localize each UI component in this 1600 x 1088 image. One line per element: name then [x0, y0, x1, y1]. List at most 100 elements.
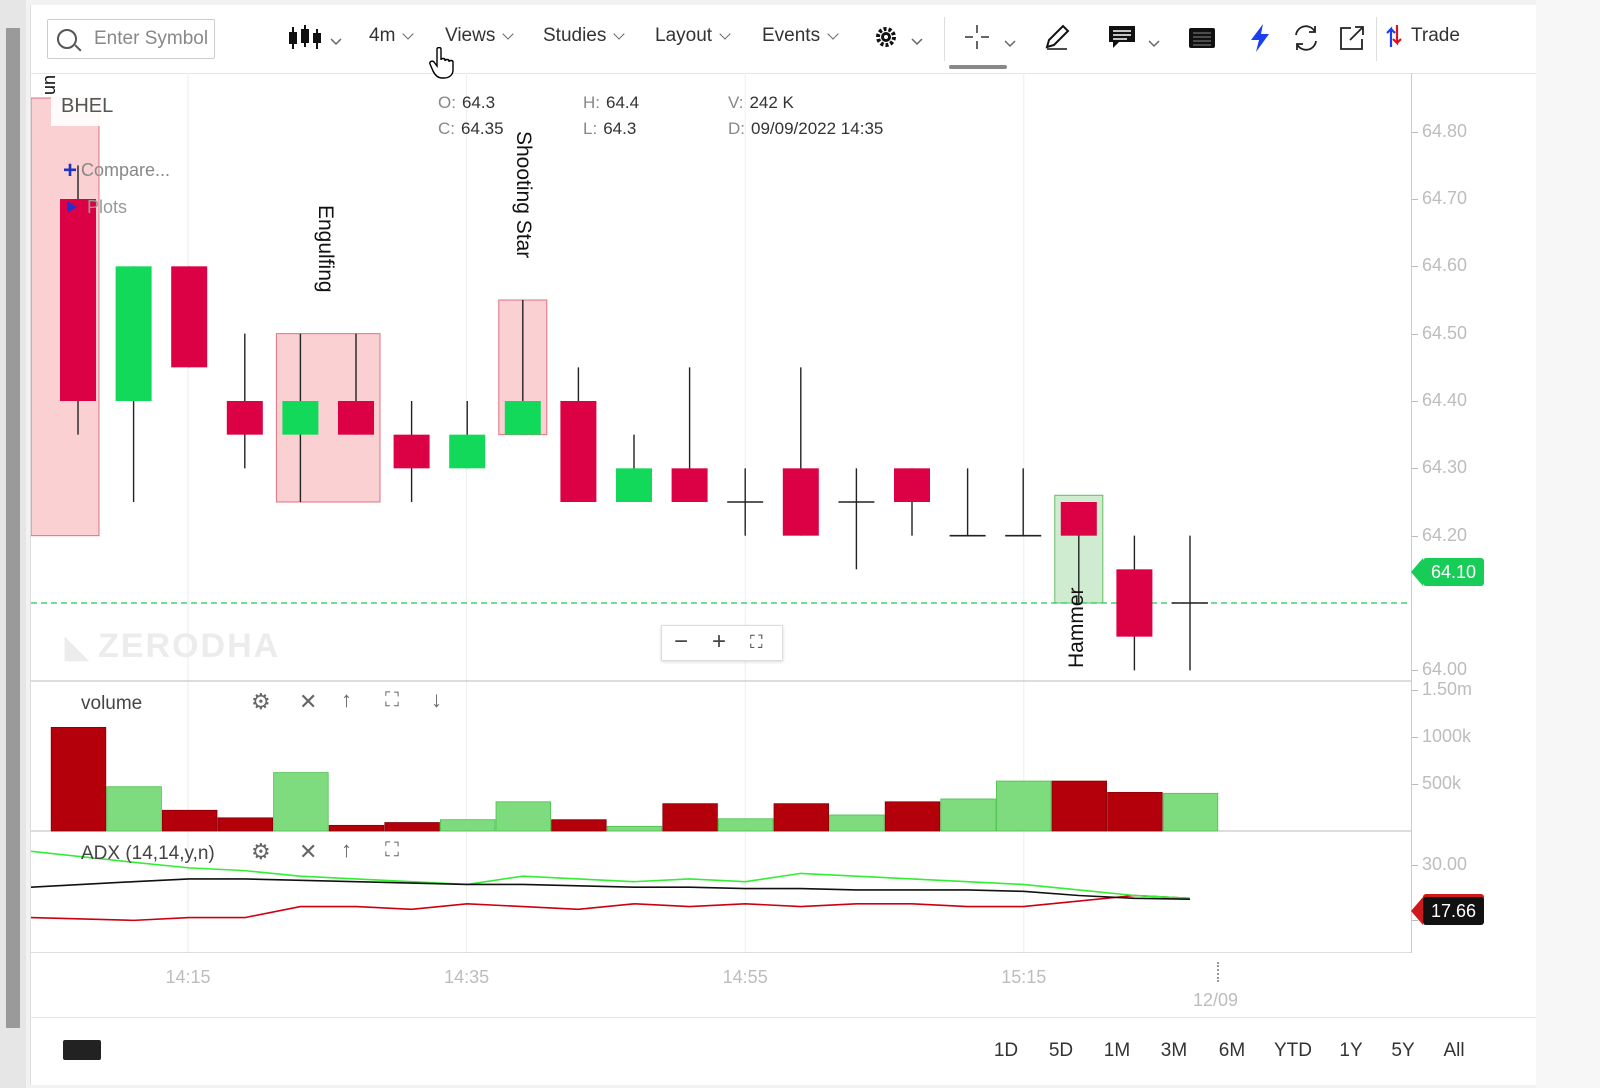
- volume-key: V:: [728, 93, 744, 112]
- axis-tick: [1412, 535, 1418, 537]
- comment-icon: [1109, 26, 1160, 48]
- date-marker: [1217, 962, 1221, 982]
- candle-down: [894, 468, 930, 502]
- crosshair-button[interactable]: [961, 23, 1021, 53]
- axis-tick: [1412, 199, 1418, 200]
- flash-button[interactable]: [1245, 23, 1275, 53]
- events-menu[interactable]: Events: [762, 25, 839, 47]
- chart-type-button[interactable]: [287, 23, 347, 53]
- adx-pane-title: ADX (14,14,y,n): [81, 843, 215, 864]
- adx-close-icon[interactable]: ✕: [299, 839, 318, 864]
- chevron-down-icon: [502, 28, 515, 40]
- pattern-shooting-star[interactable]: Shooting Star: [512, 131, 535, 259]
- views-label: Views: [445, 25, 496, 46]
- views-menu[interactable]: Views: [445, 25, 515, 47]
- plots-label: Plots: [87, 197, 128, 217]
- range-button-6m[interactable]: 6M: [1218, 1040, 1246, 1061]
- range-button-1y[interactable]: 1Y: [1339, 1040, 1363, 1061]
- watermark: ◣ ZERODHA: [65, 627, 280, 666]
- low-value: 64.3: [603, 119, 637, 138]
- gear-icon: [876, 27, 923, 47]
- symbol-search[interactable]: [47, 19, 215, 59]
- volume-maximize-icon[interactable]: ⛶: [385, 689, 399, 711]
- range-button-all[interactable]: All: [1443, 1040, 1465, 1061]
- watchlist-button[interactable]: [1187, 23, 1217, 53]
- range-button-3m[interactable]: 3M: [1160, 1040, 1188, 1061]
- candle-down: [671, 468, 708, 502]
- range-button-ytd[interactable]: YTD: [1274, 1040, 1312, 1061]
- zoom-out-button[interactable]: −: [674, 628, 689, 655]
- trade-button[interactable]: Trade: [1383, 23, 1460, 49]
- volume-move-down-icon[interactable]: ↓: [431, 687, 442, 712]
- volume-bar-up: [606, 825, 663, 832]
- axis-tick: [1412, 689, 1418, 691]
- volume-bar-up: [940, 798, 996, 832]
- high-value: 64.4: [606, 93, 640, 112]
- range-button-5y[interactable]: 5Y: [1391, 1040, 1415, 1061]
- candle-up: [616, 468, 652, 502]
- range-button-5d[interactable]: 5D: [1048, 1040, 1074, 1061]
- search-input[interactable]: [92, 26, 214, 52]
- volume-bar-down: [662, 803, 718, 832]
- trade-arrows-icon: [1386, 25, 1402, 47]
- open-value: 64.3: [461, 93, 496, 112]
- candle-down: [60, 199, 96, 401]
- price-axis-label: 64.20: [1422, 524, 1468, 545]
- volume-bar-up: [106, 786, 162, 832]
- zoom-in-button[interactable]: +: [712, 628, 727, 655]
- scroll-thumb[interactable]: [6, 28, 20, 1028]
- range-button-1m[interactable]: 1M: [1103, 1040, 1131, 1061]
- symbol-label[interactable]: BHEL: [51, 90, 143, 126]
- adx-current-tag: 17.66: [1410, 897, 1485, 925]
- left-scrollbar[interactable]: [0, 0, 26, 1088]
- di-plus-line: [31, 850, 1191, 900]
- volume-axis-label: 1000k: [1422, 725, 1472, 746]
- refresh-button[interactable]: [1291, 23, 1321, 53]
- plots-toggle[interactable]: Plots: [67, 197, 127, 218]
- candle-down: [1060, 502, 1097, 536]
- trade-label: Trade: [1411, 25, 1460, 47]
- volume-settings-gear-icon[interactable]: ⚙: [251, 689, 271, 714]
- volume-axis-label: 1.50m: [1422, 678, 1473, 699]
- axis-tick: [1412, 670, 1418, 672]
- pattern-cut-label[interactable]: un: [41, 75, 61, 96]
- caret-right-icon: [67, 201, 77, 213]
- volume-bar-down: [884, 801, 941, 832]
- price-axis-label: 64.60: [1422, 255, 1468, 276]
- axis-tick: [1412, 333, 1418, 335]
- price-axis-label: 64.50: [1422, 322, 1468, 343]
- studies-menu[interactable]: Studies: [543, 25, 626, 47]
- refresh-icon: [1295, 25, 1317, 51]
- interval-dropdown[interactable]: 4m: [369, 25, 415, 47]
- axis-tick: [1412, 401, 1418, 402]
- popout-button[interactable]: [1337, 23, 1367, 53]
- axis-tick: [1412, 783, 1418, 785]
- time-axis-label: 14:35: [444, 967, 490, 987]
- draw-button[interactable]: [1041, 23, 1071, 53]
- compare-button[interactable]: + Compare...: [63, 155, 171, 184]
- pattern-hammer[interactable]: Hammer: [1065, 587, 1088, 668]
- adx-move-up-icon[interactable]: ↑: [341, 837, 352, 862]
- active-tool-indicator: [949, 65, 1007, 69]
- volume-bar-down: [328, 824, 385, 832]
- comment-button[interactable]: [1107, 23, 1163, 53]
- candle-up: [504, 401, 541, 435]
- pattern-engulfing[interactable]: Engulfing: [314, 205, 337, 293]
- volume-close-icon[interactable]: ✕: [299, 689, 318, 714]
- volume-move-up-icon[interactable]: ↑: [341, 687, 352, 712]
- volume-bar-up: [996, 780, 1052, 832]
- low-key: L:: [583, 119, 598, 138]
- price-axis[interactable]: 64.80 64.70 64.60 64.50 64.40 64.30 64.20 64.00…: [1411, 73, 1537, 953]
- chart-app: 4m Views Studies Layout Events: [30, 5, 1536, 1085]
- range-button-1d[interactable]: 1D: [993, 1040, 1019, 1061]
- keyboard-icon[interactable]: [63, 1040, 101, 1060]
- chart-canvas[interactable]: [31, 73, 1411, 953]
- adx-maximize-icon[interactable]: ⛶: [385, 839, 399, 861]
- ohlc-open: O: 64.3: [438, 93, 495, 113]
- compare-label: Compare...: [81, 160, 171, 180]
- candle-down: [782, 468, 819, 536]
- adx-settings-gear-icon[interactable]: ⚙: [251, 839, 271, 864]
- settings-button[interactable]: [874, 23, 930, 53]
- fullscreen-button[interactable]: ⛶: [750, 632, 763, 652]
- layout-menu[interactable]: Layout: [655, 25, 731, 47]
